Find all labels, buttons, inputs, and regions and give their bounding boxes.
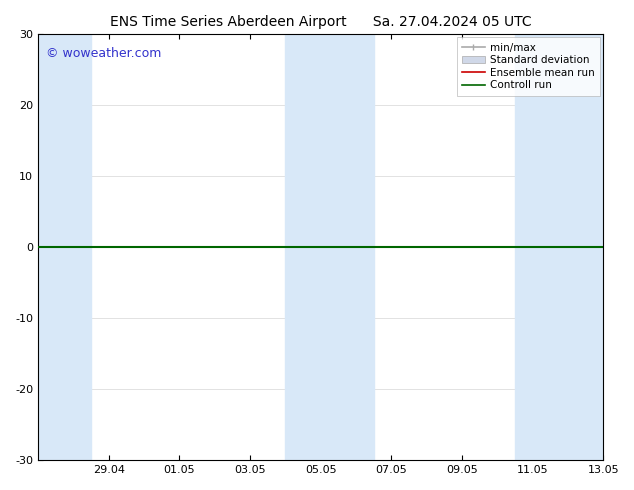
Text: © woweather.com: © woweather.com: [46, 47, 162, 60]
Title: ENS Time Series Aberdeen Airport      Sa. 27.04.2024 05 UTC: ENS Time Series Aberdeen Airport Sa. 27.…: [110, 15, 531, 29]
Legend: min/max, Standard deviation, Ensemble mean run, Controll run: min/max, Standard deviation, Ensemble me…: [456, 37, 600, 96]
Bar: [515, 34, 603, 460]
Bar: [38, 34, 91, 460]
Bar: [285, 34, 373, 460]
